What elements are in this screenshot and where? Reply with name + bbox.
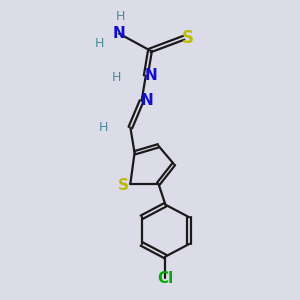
- Text: H: H: [112, 70, 121, 84]
- Text: S: S: [118, 178, 129, 193]
- Text: H: H: [95, 37, 104, 50]
- Text: H: H: [99, 121, 108, 134]
- Text: N: N: [141, 93, 154, 108]
- Text: Cl: Cl: [157, 272, 173, 286]
- Text: H: H: [116, 10, 125, 23]
- Text: N: N: [113, 26, 125, 41]
- Text: N: N: [145, 68, 157, 83]
- Text: S: S: [182, 29, 194, 47]
